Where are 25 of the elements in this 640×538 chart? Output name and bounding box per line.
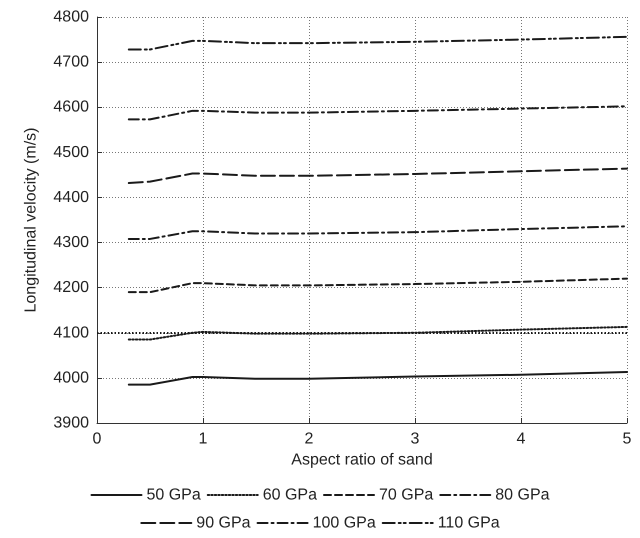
x-tick-label: 1 — [198, 430, 208, 448]
y-tick-label: 4200 — [53, 279, 90, 296]
y-axis-title: Longitudinal velocity (m/s) — [22, 128, 40, 312]
x-tick-label: 2 — [304, 430, 314, 448]
y-tick-label: 4300 — [53, 234, 90, 252]
y-tick-label: 3900 — [53, 414, 90, 432]
y-tick-label: 4800 — [53, 8, 90, 26]
legend-label: 110 GPa — [438, 514, 500, 532]
x-tick-label: 5 — [622, 430, 632, 448]
y-tick-label: 4600 — [53, 98, 90, 116]
y-tick-label: 4400 — [53, 188, 90, 206]
x-tick-label: 3 — [410, 430, 420, 448]
legend-label: 80 GPa — [495, 486, 550, 504]
x-axis-title: Aspect ratio of sand — [291, 451, 433, 468]
legend-label: 70 GPa — [379, 486, 434, 504]
legend-label: 60 GPa — [262, 486, 318, 504]
y-tick-label: 4500 — [53, 144, 90, 161]
legend-label: 90 GPa — [196, 514, 251, 532]
y-tick-label: 4100 — [53, 324, 90, 342]
y-tick-label: 4000 — [53, 369, 90, 386]
x-tick-label: 4 — [516, 430, 526, 448]
legend-label: 100 GPa — [312, 514, 376, 532]
y-tick-label: 4700 — [53, 54, 90, 71]
legend-label: 50 GPa — [146, 486, 201, 504]
x-tick-label: 0 — [92, 430, 102, 448]
